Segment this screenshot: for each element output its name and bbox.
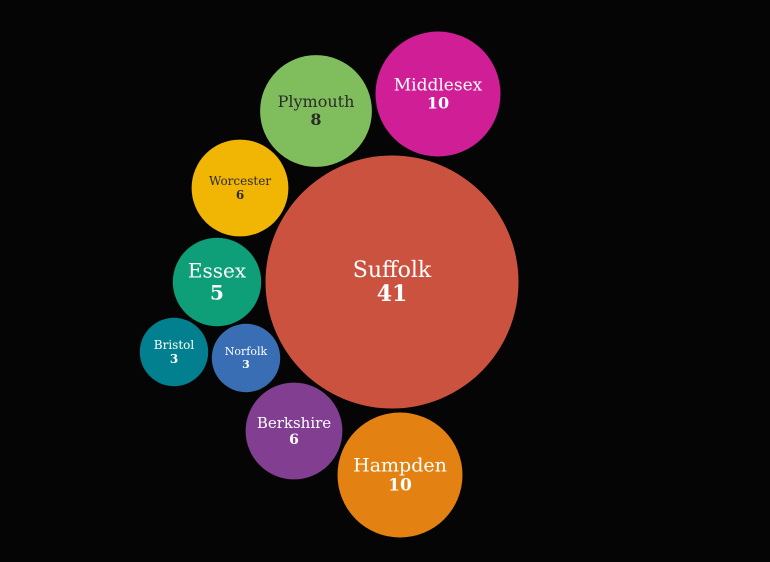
bubble-circle-suffolk[interactable] — [265, 155, 519, 409]
bubble-circle-bristol[interactable] — [139, 317, 209, 387]
bubble-circle-berkshire[interactable] — [245, 382, 343, 480]
bubble-value-middlesex: 10 — [427, 93, 449, 112]
bubble-circle-plymouth[interactable] — [260, 55, 372, 167]
bubble-value-suffolk: 41 — [377, 281, 408, 307]
bubble-label-norfolk: Norfolk — [225, 345, 268, 358]
bubble-value-norfolk: 3 — [242, 358, 250, 371]
bubble-label-middlesex: Middlesex — [394, 75, 483, 95]
bubble-circle-middlesex[interactable] — [375, 31, 501, 157]
bubble-circle-norfolk[interactable] — [211, 323, 281, 393]
bubble-value-essex: 5 — [210, 280, 224, 304]
bubble-label-berkshire: Berkshire — [257, 414, 331, 432]
bubble-label-hampden: Hampden — [353, 455, 447, 477]
bubble-circle-worcester[interactable] — [191, 139, 289, 237]
bubble-label-plymouth: Plymouth — [278, 92, 355, 111]
bubble-circle-essex[interactable] — [172, 237, 262, 327]
bubble-circle-hampden[interactable] — [337, 412, 463, 538]
bubble-value-worcester: 6 — [236, 188, 244, 202]
bubble-label-worcester: Worcester — [209, 174, 271, 188]
bubble-value-berkshire: 6 — [289, 432, 299, 448]
bubble-value-bristol: 3 — [170, 352, 178, 366]
bubble-value-plymouth: 8 — [310, 110, 321, 129]
bubble-label-essex: Essex — [188, 258, 247, 282]
bubble-label-bristol: Bristol — [154, 338, 195, 352]
bubble-value-hampden: 10 — [388, 476, 412, 496]
bubble-label-suffolk: Suffolk — [353, 258, 432, 283]
